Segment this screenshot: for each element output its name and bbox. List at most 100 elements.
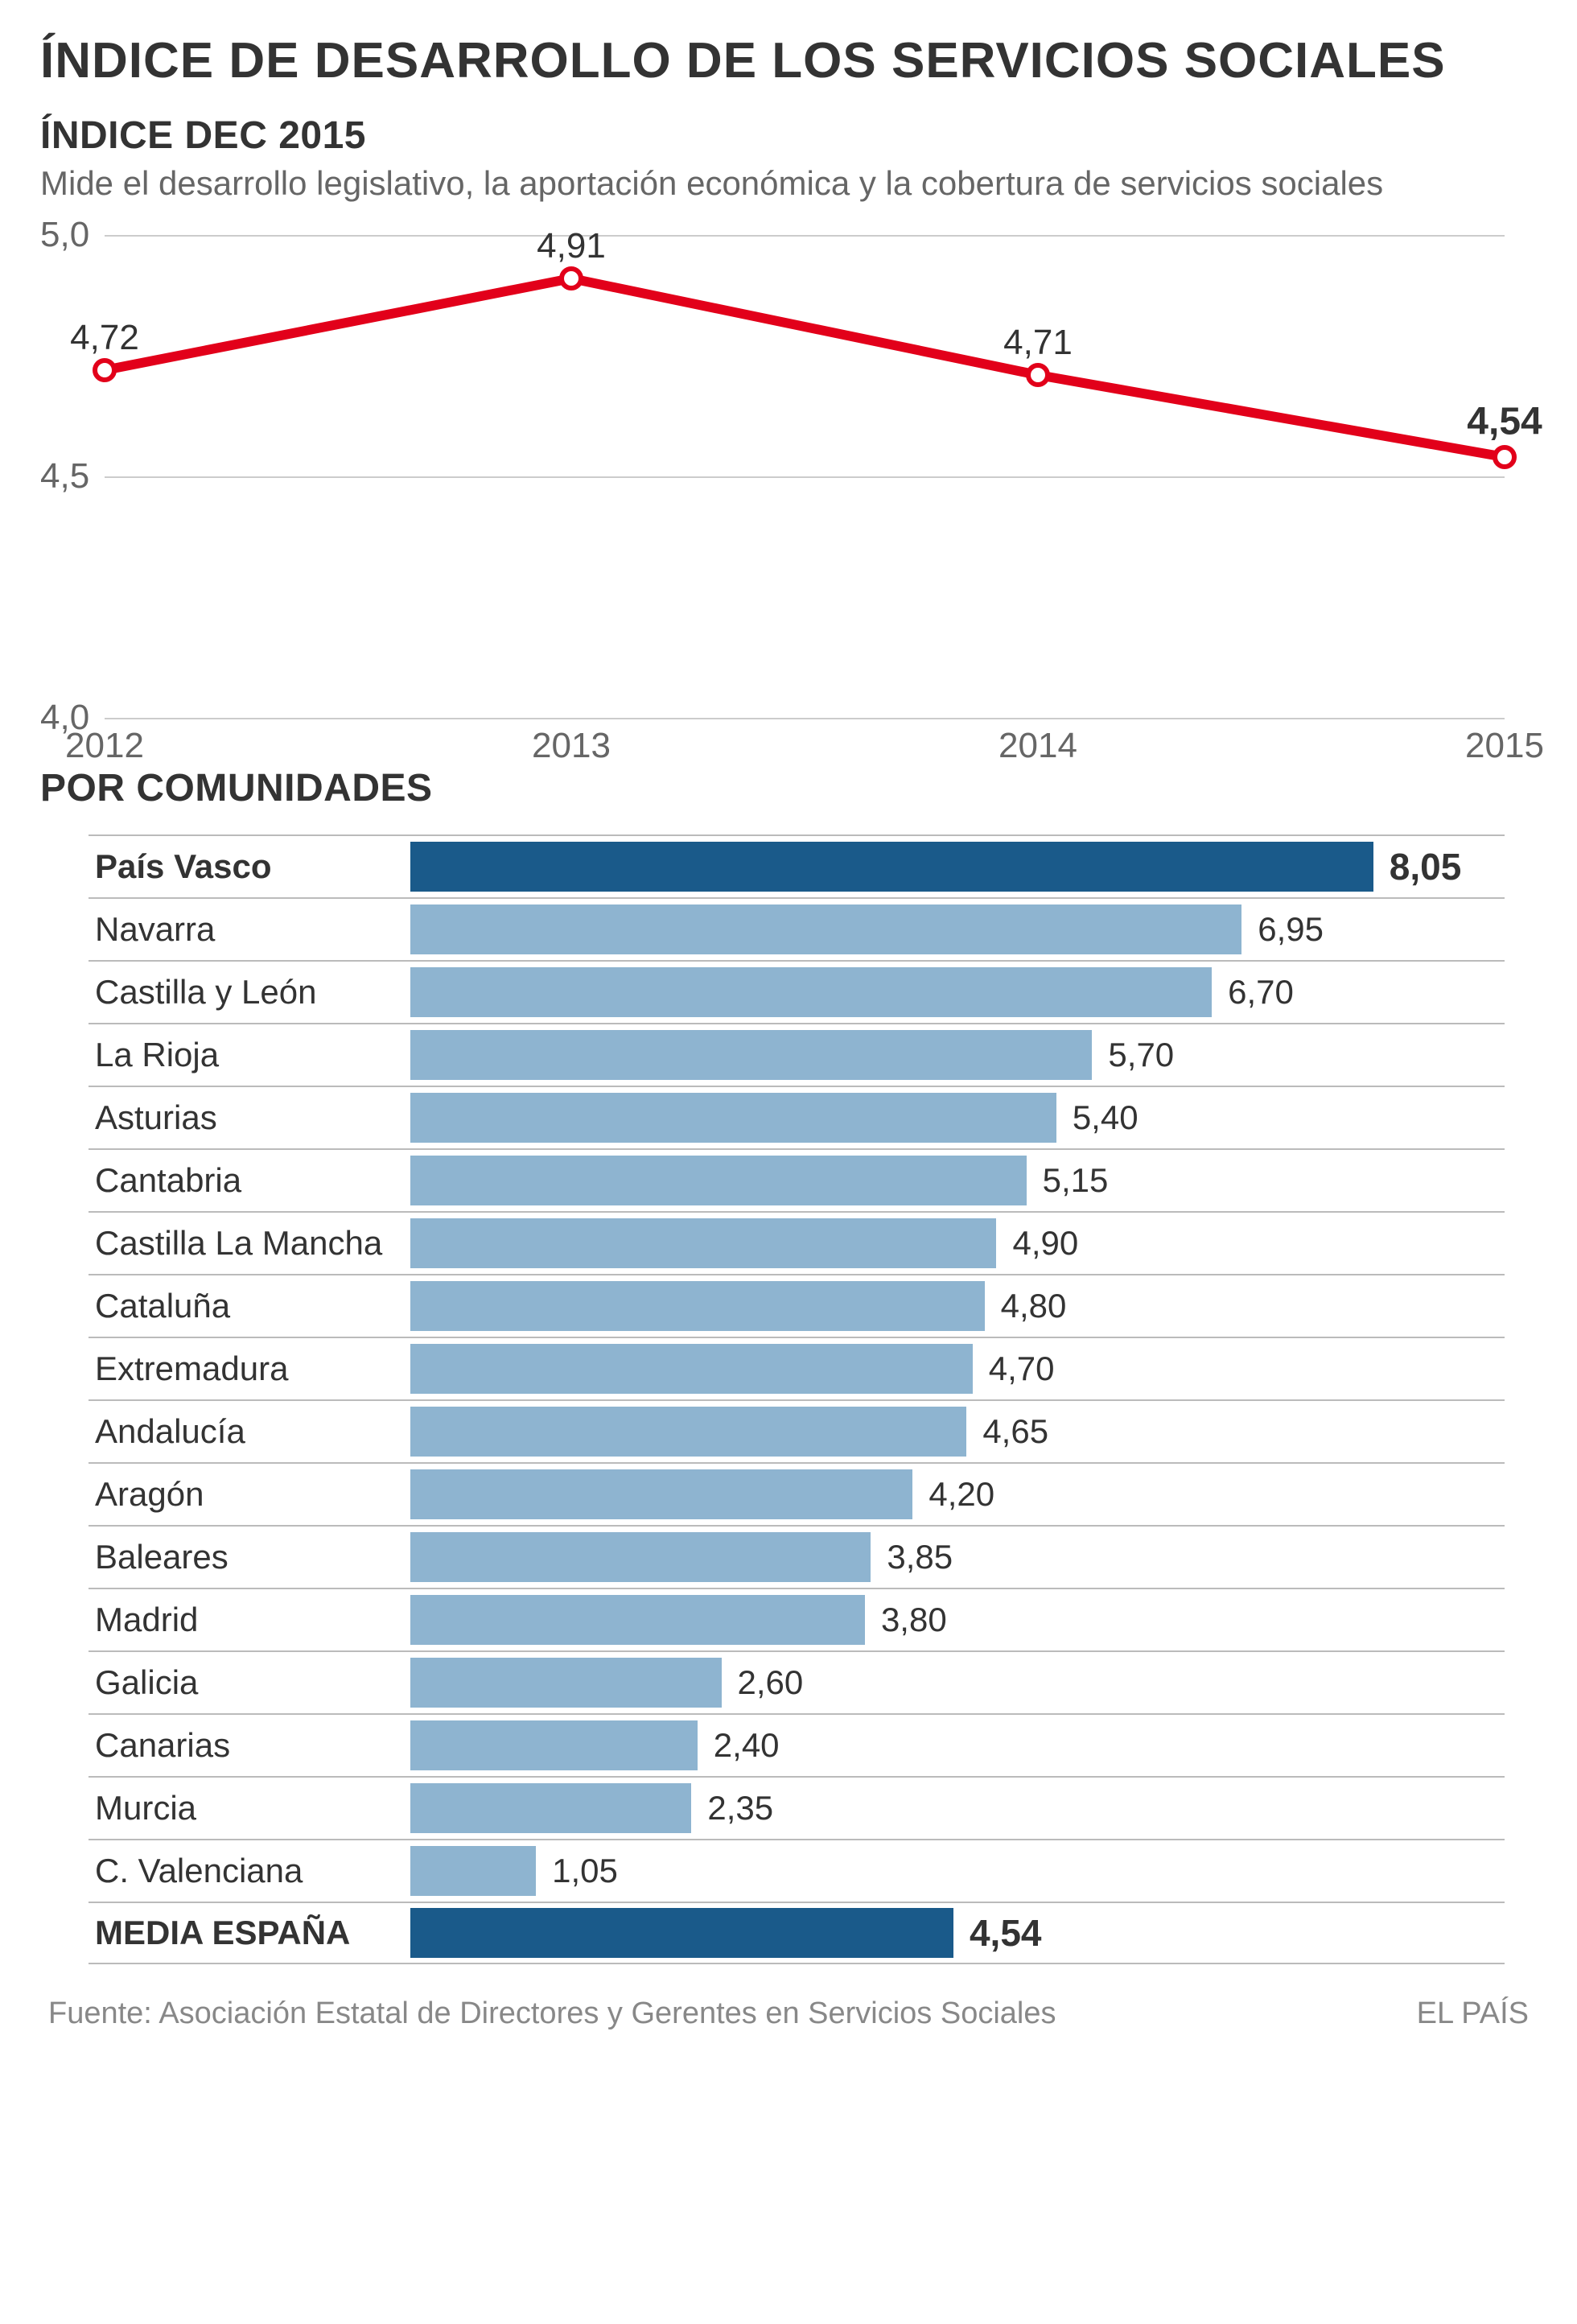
- main-title: ÍNDICE DE DESARROLLO DE LOS SERVICIOS SO…: [40, 32, 1537, 89]
- bar-value: 5,40: [1073, 1098, 1138, 1137]
- bar-label: MEDIA ESPAÑA: [89, 1902, 410, 1964]
- bar-row: Canarias2,40: [89, 1713, 1505, 1776]
- bar-label: Castilla La Mancha: [89, 1211, 410, 1274]
- bar-chart-section: POR COMUNIDADES País Vasco 8,05 Navarra 6,9…: [40, 766, 1537, 1964]
- bar-fill: [410, 1030, 1092, 1080]
- bar-track: 6,95: [410, 897, 1505, 960]
- publisher-text: EL PAÍS: [1417, 1996, 1529, 2031]
- bar-fill: [410, 842, 1373, 892]
- bar-value: 3,80: [881, 1601, 947, 1639]
- bar-value: 4,54: [970, 1911, 1042, 1955]
- bar-value: 6,70: [1228, 973, 1294, 1012]
- y-tick-label: 5,0: [40, 215, 89, 255]
- bar-track: 4,65: [410, 1399, 1505, 1462]
- bar-fill: [410, 1093, 1056, 1143]
- bar-label: Navarra: [89, 897, 410, 960]
- bar-value: 5,70: [1108, 1036, 1174, 1074]
- bar-fill: [410, 1344, 973, 1394]
- bar-label: País Vasco: [89, 834, 410, 897]
- bar-row: C. Valenciana 1,05: [89, 1839, 1505, 1902]
- bar-track: 5,70: [410, 1023, 1505, 1086]
- bar-row: Castilla y León 6,70: [89, 960, 1505, 1023]
- bar-track: 5,15: [410, 1148, 1505, 1211]
- bar-label: Madrid: [89, 1588, 410, 1650]
- bar-row: Murcia 2,35: [89, 1776, 1505, 1839]
- bar-track: 4,20: [410, 1462, 1505, 1525]
- bar-track: 3,80: [410, 1588, 1505, 1650]
- bar-row: Galicia 2,60: [89, 1650, 1505, 1713]
- x-tick-label: 2015: [1465, 726, 1544, 766]
- bar-value: 4,65: [982, 1412, 1048, 1451]
- bar-track: 5,40: [410, 1086, 1505, 1148]
- bar-track: 1,05: [410, 1839, 1505, 1902]
- bar-value: 4,80: [1001, 1287, 1067, 1325]
- bar-label: Asturias: [89, 1086, 410, 1148]
- y-tick-label: 4,5: [40, 456, 89, 497]
- source-text: Fuente: Asociación Estatal de Directores…: [48, 1996, 1056, 2031]
- x-tick-label: 2012: [65, 726, 144, 766]
- bar-row: Madrid 3,80: [89, 1588, 1505, 1650]
- bar-row: Andalucía 4,65: [89, 1399, 1505, 1462]
- bar-chart-title: POR COMUNIDADES: [40, 766, 1537, 810]
- bar-fill: [410, 1658, 722, 1708]
- bar-fill: [410, 1218, 996, 1268]
- bar-track: 3,85: [410, 1525, 1505, 1588]
- bar-label: C. Valenciana: [89, 1839, 410, 1902]
- bar-row: Castilla La Mancha 4,90: [89, 1211, 1505, 1274]
- bar-value: 2,35: [707, 1789, 773, 1827]
- bar-fill: [410, 967, 1212, 1017]
- bar-row: Baleares3,85: [89, 1525, 1505, 1588]
- bar-value: 1,05: [552, 1852, 618, 1890]
- bar-row: La Rioja 5,70: [89, 1023, 1505, 1086]
- bar-track: 4,80: [410, 1274, 1505, 1337]
- footer: Fuente: Asociación Estatal de Directores…: [40, 1996, 1537, 2031]
- bar-chart: País Vasco 8,05 Navarra 6,95 Castilla y León…: [89, 834, 1505, 1964]
- bar-row: Aragón 4,20: [89, 1462, 1505, 1525]
- bar-label: Cataluña: [89, 1274, 410, 1337]
- point-label: 4,91: [537, 226, 606, 266]
- bar-label: Castilla y León: [89, 960, 410, 1023]
- bar-value: 4,90: [1012, 1224, 1078, 1263]
- bar-track: 6,70: [410, 960, 1505, 1023]
- bar-fill: [410, 1720, 698, 1770]
- point-label: 4,71: [1003, 323, 1073, 363]
- bar-fill: [410, 1908, 953, 1958]
- bar-value: 3,85: [887, 1538, 953, 1576]
- bar-value: 2,60: [738, 1663, 804, 1702]
- point-label: 4,54: [1467, 400, 1542, 444]
- bar-label: Andalucía: [89, 1399, 410, 1462]
- gridline: [105, 718, 1505, 719]
- bar-track: 2,35: [410, 1776, 1505, 1839]
- bar-row: Extremadura 4,70: [89, 1337, 1505, 1399]
- bar-track: 2,40: [410, 1713, 1505, 1776]
- x-tick-label: 2014: [998, 726, 1077, 766]
- bar-value: 6,95: [1258, 910, 1324, 949]
- bar-fill: [410, 904, 1241, 954]
- bar-row: Asturias 5,40: [89, 1086, 1505, 1148]
- bar-label: Murcia: [89, 1776, 410, 1839]
- bar-value: 8,05: [1390, 845, 1462, 888]
- line-chart: 5,04,54,020122013201420154,724,914,714,5…: [105, 235, 1505, 718]
- bar-fill: [410, 1595, 865, 1645]
- bar-row: Navarra 6,95: [89, 897, 1505, 960]
- bar-value: 5,15: [1043, 1161, 1109, 1200]
- bar-label: La Rioja: [89, 1023, 410, 1086]
- bar-label: Galicia: [89, 1650, 410, 1713]
- bar-row: MEDIA ESPAÑA 4,54: [89, 1902, 1505, 1964]
- bar-label: Cantabria: [89, 1148, 410, 1211]
- bar-label: Aragón: [89, 1462, 410, 1525]
- bar-label: Extremadura: [89, 1337, 410, 1399]
- line-markers: [105, 235, 1505, 718]
- bar-track: 4,54: [410, 1902, 1505, 1964]
- bar-track: 4,70: [410, 1337, 1505, 1399]
- bar-fill: [410, 1156, 1027, 1205]
- bar-value: 4,20: [928, 1475, 994, 1514]
- line-chart-subtitle: Mide el desarrollo legislativo, la aport…: [40, 164, 1537, 203]
- bar-fill: [410, 1407, 966, 1457]
- bar-fill: [410, 1281, 985, 1331]
- x-tick-label: 2013: [532, 726, 611, 766]
- bar-row: País Vasco 8,05: [89, 834, 1505, 897]
- bar-value: 4,70: [989, 1349, 1055, 1388]
- bar-value: 2,40: [714, 1726, 780, 1765]
- bar-fill: [410, 1469, 912, 1519]
